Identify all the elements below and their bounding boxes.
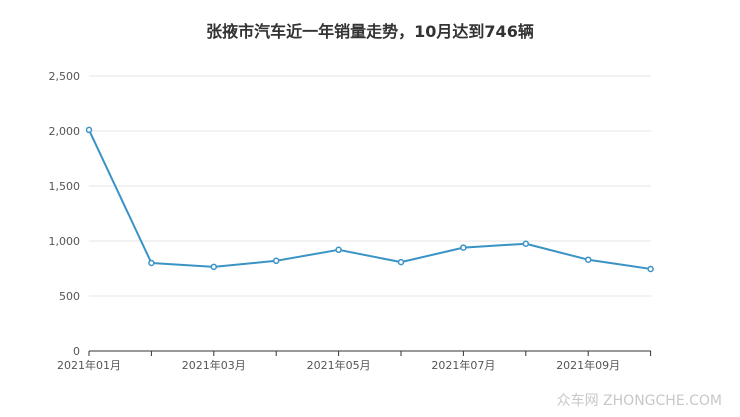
y-tick-label: 1,000 [49, 235, 81, 248]
data-point [647, 265, 654, 273]
data-point [210, 263, 218, 271]
y-tick-label: 2,000 [49, 125, 81, 138]
y-axis: 0 500 1,000 1,500 2,000 2,500 [49, 70, 81, 358]
data-point [148, 259, 155, 267]
chart-title: 张掖市汽车近一年销量走势，10月达到746辆 [206, 22, 534, 41]
data-point [85, 126, 93, 134]
data-point [522, 240, 530, 247]
data-point [584, 256, 592, 263]
series-line [88, 129, 651, 270]
data-point [272, 257, 280, 265]
data-point [460, 244, 467, 251]
x-tick-label: 2021年03月 [182, 358, 246, 372]
data-point [397, 258, 405, 266]
x-tick-label: 2021年09月 [556, 358, 620, 372]
watermark-text: 众车网 ZHONGCHE.COM [557, 392, 722, 409]
y-tick-label: 500 [59, 290, 80, 303]
data-point [335, 246, 342, 254]
y-tick-label: 0 [73, 345, 80, 358]
x-axis: 2021年01月 2021年03月 2021年05月 2021年07月 2021年09月 [57, 350, 652, 372]
x-tick-label: 2021年07月 [431, 358, 495, 372]
y-tick-label: 1,500 [49, 180, 81, 193]
y-tick-label: 2,500 [49, 70, 81, 83]
x-tick-label: 2021年01月 [57, 358, 121, 372]
x-tick-label: 2021年05月 [307, 358, 371, 372]
grid-lines [89, 75, 651, 297]
series-group [85, 126, 654, 273]
